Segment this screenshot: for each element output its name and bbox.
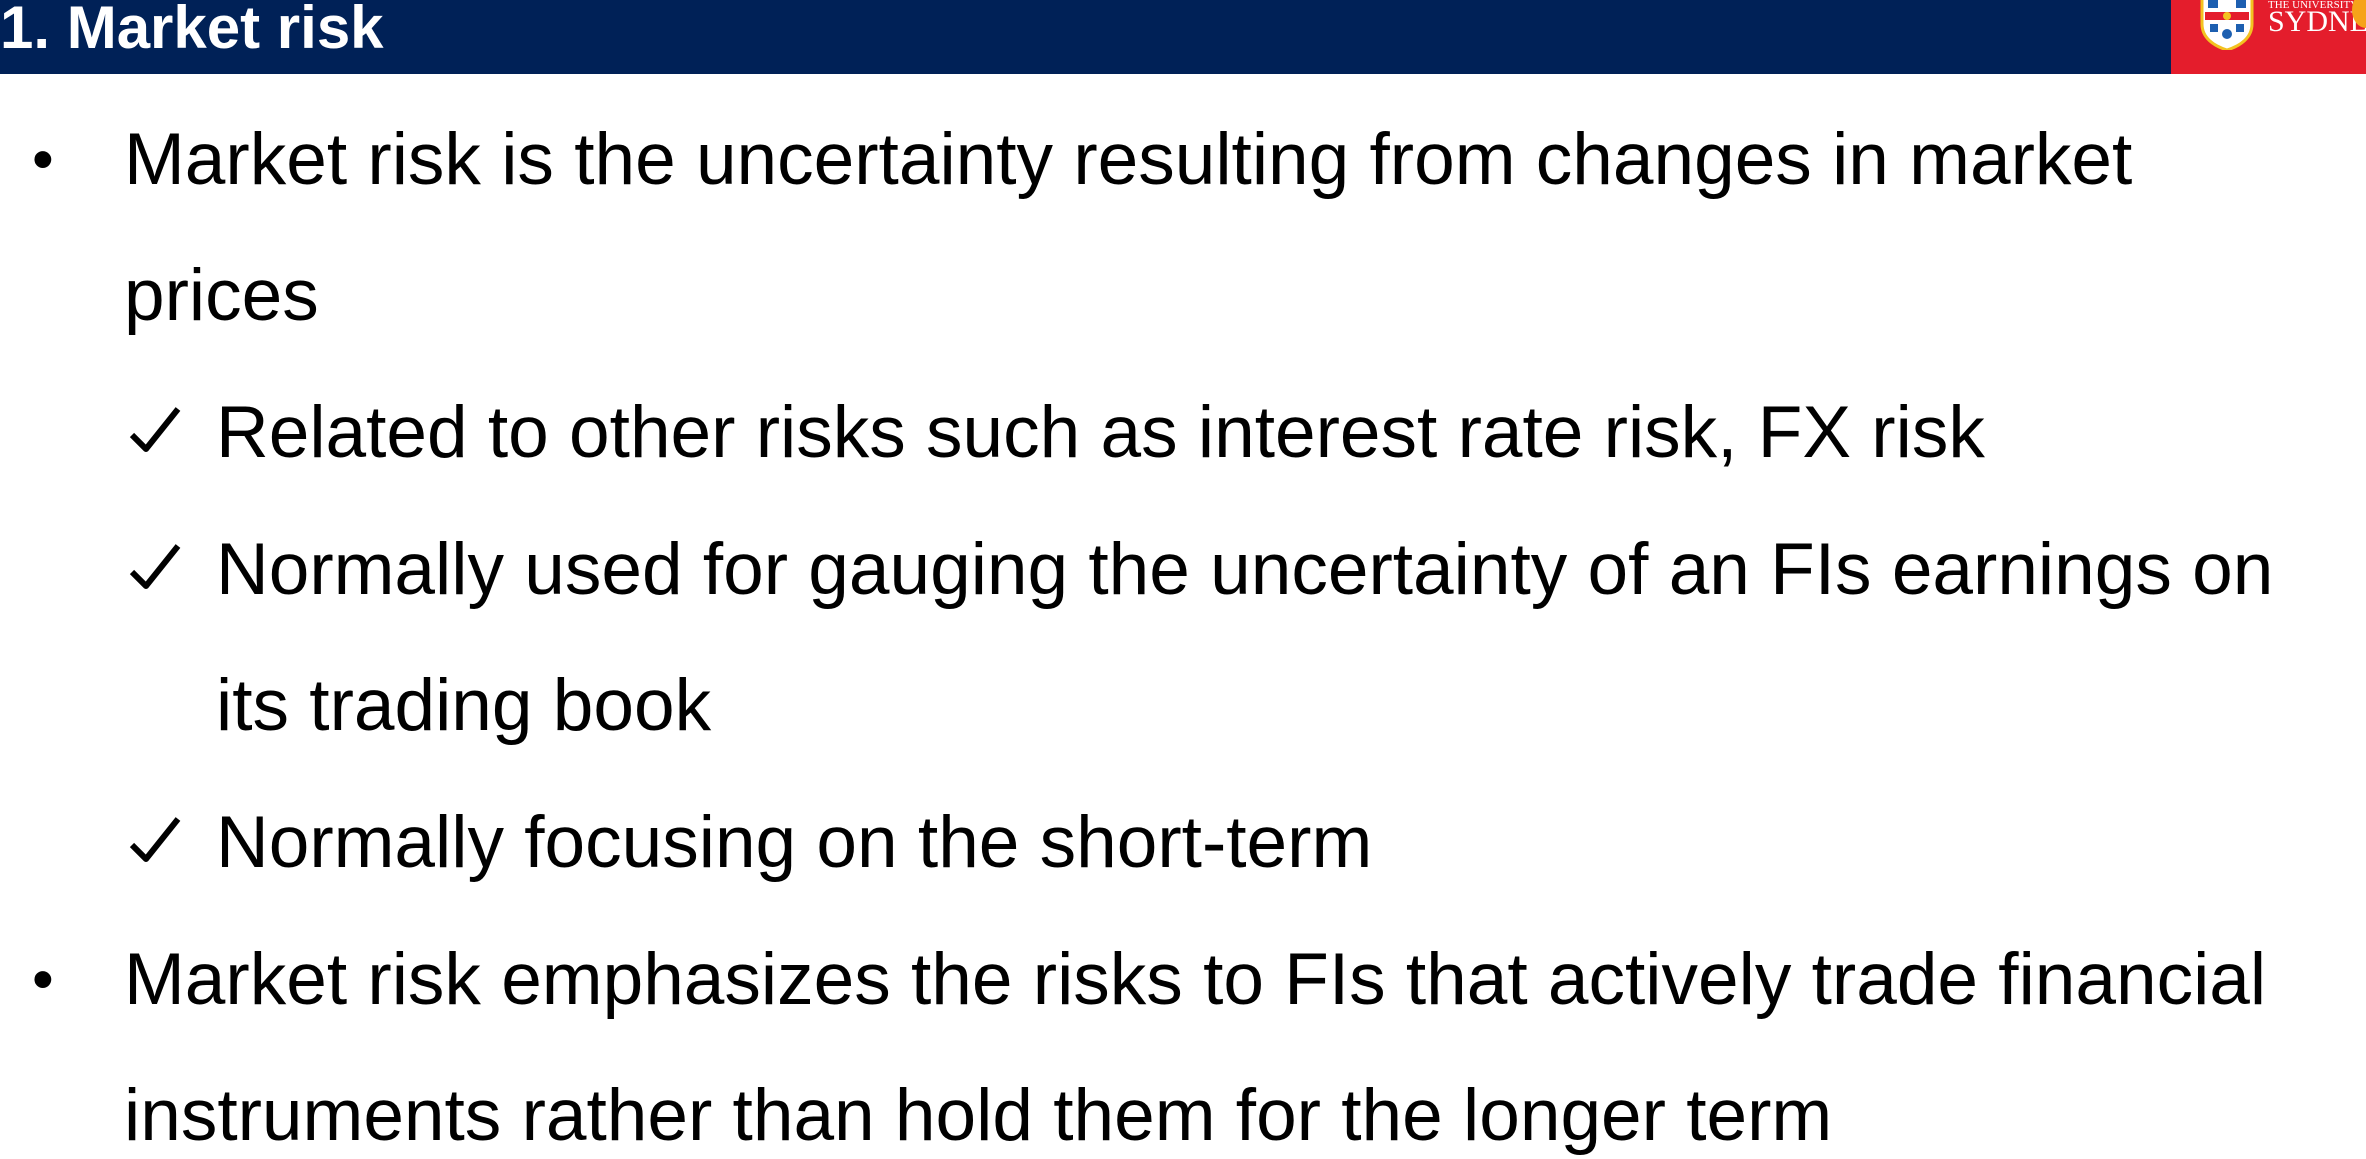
bullet-line: • Market risk is the uncertainty resulti… (0, 110, 2366, 210)
bullet-text: instruments rather than hold them for th… (124, 1075, 1833, 1156)
logo-main-text: SYDNEY (2268, 5, 2366, 38)
university-logo: THE UNIVERSITY OF SYDNEY (2171, 0, 2366, 74)
check-text: Normally used for gauging the uncertaint… (216, 529, 2274, 610)
bullet-icon: • (32, 125, 54, 194)
check-text: Related to other risks such as interest … (216, 392, 1985, 473)
bullet-text: Market risk emphasizes the risks to FIs … (124, 939, 2267, 1020)
check-line: Related to other risks such as interest … (0, 383, 2366, 483)
title-bar: 1. Market risk THE UNIVERSITY OF SYDNEY (0, 0, 2366, 74)
bullet-text: Market risk is the uncertainty resulting… (124, 119, 2133, 200)
check-mark-icon (129, 544, 181, 589)
check-line: Normally used for gauging the uncertaint… (0, 520, 2366, 620)
check-text: Normally focusing on the short-term (216, 802, 1373, 883)
check-mark-icon (129, 817, 181, 862)
university-crest-icon (2200, 0, 2254, 50)
slide-title: 1. Market risk (0, 0, 384, 61)
bullet-line: • Market risk emphasizes the risks to FI… (0, 930, 2366, 1030)
check-line: Normally focusing on the short-term (0, 793, 2366, 893)
bullet-line-continued: prices (0, 246, 2366, 346)
bullet-text: prices (124, 255, 319, 336)
check-line-continued: its trading book (0, 656, 2366, 756)
bullet-line-continued: instruments rather than hold them for th… (0, 1066, 2366, 1159)
logo-small-text: THE UNIVERSITY OF (2268, 0, 2366, 11)
bullet-icon: • (32, 945, 54, 1014)
logo-flame-icon (2352, 0, 2366, 28)
check-text: its trading book (216, 665, 712, 746)
check-mark-icon (129, 407, 181, 452)
